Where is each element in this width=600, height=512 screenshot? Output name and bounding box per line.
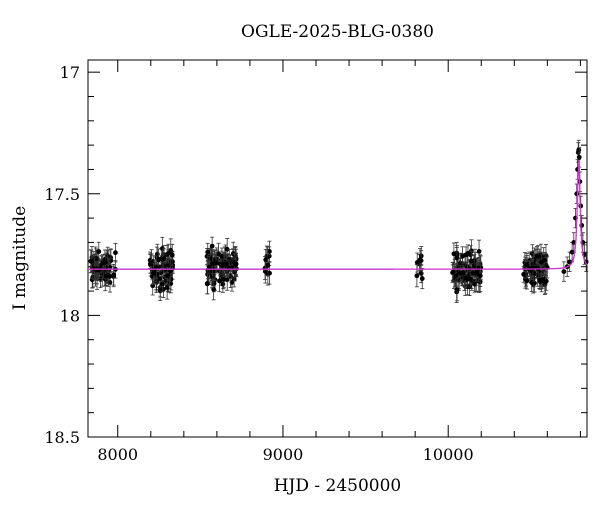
data-point: [204, 253, 210, 259]
data-point: [96, 249, 102, 254]
data-point: [561, 269, 567, 275]
data-point: [160, 256, 166, 262]
y-axis-label: I magnitude: [10, 205, 30, 311]
y-tick-label: 17: [60, 63, 80, 82]
data-point: [469, 258, 475, 264]
data-point: [476, 249, 482, 254]
data-point: [450, 269, 456, 275]
data-point: [209, 243, 215, 249]
data-point: [267, 270, 272, 276]
y-tick-label: 18.5: [44, 428, 80, 447]
data-point: [419, 276, 425, 281]
data-point: [463, 275, 468, 281]
data-point: [107, 273, 113, 279]
data-point: [224, 246, 230, 252]
x-tick-label: 9000: [263, 445, 304, 464]
data-point: [263, 257, 269, 263]
data-point: [165, 251, 171, 257]
data-point: [221, 262, 227, 268]
data-point: [576, 147, 582, 153]
data-point: [567, 259, 573, 265]
y-tick-label: 18: [60, 306, 80, 325]
data-point: [113, 250, 118, 256]
data-point: [217, 278, 222, 284]
data-point: [169, 252, 175, 258]
data-point: [88, 259, 94, 264]
data-point: [150, 283, 156, 289]
data-point: [477, 273, 483, 279]
data-point: [414, 273, 420, 279]
x-tick-label: 8000: [97, 445, 138, 464]
plot-frame: [87, 59, 588, 438]
data-point: [579, 222, 585, 228]
data-point: [454, 287, 460, 293]
data-point: [233, 262, 239, 268]
data-point: [154, 271, 160, 277]
data-point: [529, 279, 535, 285]
data-point: [524, 278, 530, 284]
data-point: [226, 257, 232, 262]
chart-title: OGLE-2025-BLG-0380: [241, 22, 434, 42]
data-point: [267, 249, 272, 254]
data-point: [576, 154, 582, 160]
y-tick-label: 17.5: [44, 185, 80, 204]
data-point: [221, 277, 227, 282]
data-point: [452, 274, 458, 280]
data-point: [468, 252, 473, 258]
data-point: [166, 263, 171, 269]
data-point: [467, 276, 473, 282]
data-point: [206, 264, 212, 270]
data-point: [111, 272, 117, 278]
x-tick-label: 10000: [423, 445, 474, 464]
data-point: [154, 264, 159, 270]
data-point: [265, 262, 271, 268]
data-point: [157, 276, 163, 282]
data-point: [524, 262, 530, 268]
data-point: [210, 261, 215, 267]
data-point: [100, 260, 106, 266]
data-point: [211, 281, 217, 286]
data-point: [531, 270, 537, 276]
data-point: [574, 191, 580, 197]
data-point: [418, 271, 424, 276]
model-curve: [88, 159, 588, 270]
data-point: [418, 258, 424, 263]
data-point: [463, 252, 469, 258]
data-point: [542, 279, 548, 285]
data-point: [165, 273, 171, 279]
data-point: [205, 281, 210, 286]
data-point: [150, 271, 156, 276]
data-point: [534, 253, 540, 259]
data-point: [205, 249, 211, 255]
x-axis-label: HJD - 2450000: [273, 476, 402, 496]
data-point: [164, 285, 170, 290]
data-point: [219, 253, 225, 259]
data-point: [542, 257, 548, 263]
data-point: [539, 277, 544, 283]
data-point: [473, 270, 479, 276]
data-point: [454, 255, 460, 261]
data-point: [457, 270, 463, 276]
data-point: [539, 259, 544, 265]
data-point: [521, 271, 527, 277]
data-point: [156, 257, 161, 263]
data-point: [159, 281, 165, 287]
